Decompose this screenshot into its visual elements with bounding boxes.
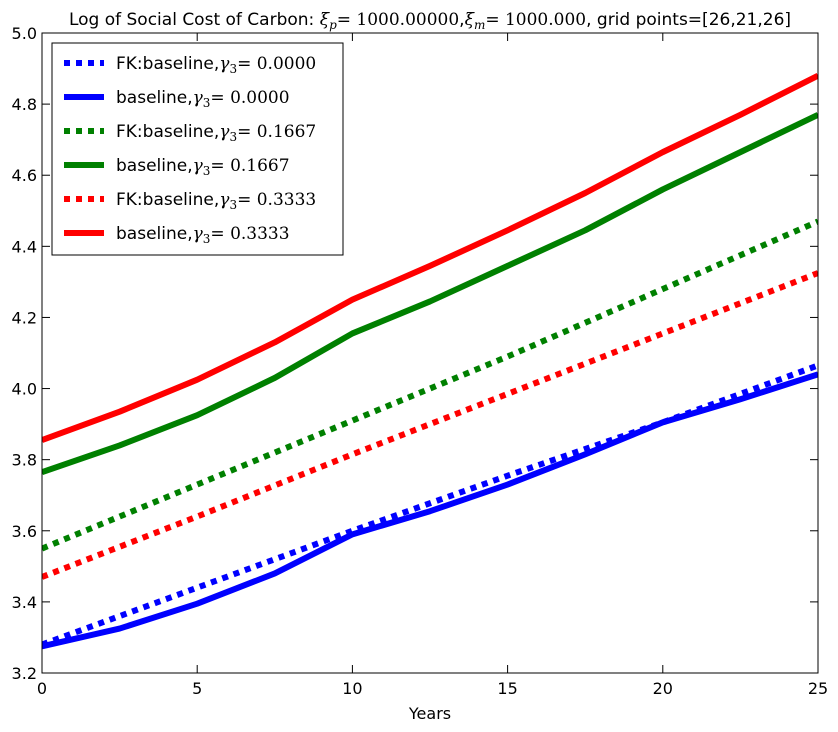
- legend-label-prefix: baseline,: [116, 88, 193, 108]
- chart-title-xi-p-sub: p: [329, 18, 337, 32]
- x-tick-label: 10: [342, 679, 362, 698]
- legend-entry-fk-g0: FK:baseline,γ3= 0.0000: [64, 54, 316, 76]
- x-tick-label: 15: [497, 679, 517, 698]
- legend-label-fk-g0: FK:baseline,γ3= 0.0000: [116, 54, 316, 76]
- chart-title-prefix: Log of Social Cost of Carbon:: [69, 10, 320, 30]
- legend-gamma-symbol: γ: [193, 156, 204, 176]
- legend-gamma-sub: 3: [203, 164, 211, 178]
- legend-label-fk-g2: FK:baseline,γ3= 0.3333: [116, 190, 316, 212]
- x-tick-label: 25: [808, 679, 828, 698]
- legend-label-base-g0: baseline,γ3= 0.0000: [116, 88, 290, 110]
- legend-label-fk-g1: FK:baseline,γ3= 0.1667: [116, 122, 316, 144]
- legend-label-prefix: FK:baseline,: [116, 190, 219, 210]
- chart-title-suffix: , grid points=[26,21,26]: [586, 10, 791, 30]
- legend-gamma-value: = 0.0000: [210, 88, 289, 108]
- legend-gamma-sub: 3: [203, 96, 211, 110]
- legend-gamma-symbol: γ: [193, 88, 204, 108]
- y-tick-label: 3.4: [12, 593, 37, 612]
- series-line-base-g2: [42, 72, 818, 443]
- chart-title-xi-m-value: = 1000.000: [485, 10, 586, 30]
- series-line-base-g0: [42, 371, 818, 650]
- legend-gamma-value: = 0.0000: [237, 54, 316, 74]
- legend-gamma-symbol: γ: [219, 122, 230, 142]
- x-tick-label: 20: [653, 679, 673, 698]
- legend-label-prefix: FK:baseline,: [116, 122, 219, 142]
- y-tick-label: 5.0: [12, 24, 37, 43]
- y-tick-label: 3.8: [12, 451, 37, 470]
- y-tick-label: 4.4: [12, 237, 37, 256]
- y-tick-label: 4.8: [12, 95, 37, 114]
- legend-gamma-value: = 0.1667: [237, 122, 316, 142]
- y-tick-label: 3.6: [12, 522, 37, 541]
- legend-entry-fk-g2: FK:baseline,γ3= 0.3333: [64, 190, 316, 212]
- legend-gamma-sub: 3: [203, 232, 211, 246]
- y-tick-label: 4.0: [12, 380, 37, 399]
- y-tick-label: 4.2: [12, 308, 37, 327]
- legend-gamma-value: = 0.1667: [210, 156, 289, 176]
- legend-label-prefix: baseline,: [116, 224, 193, 244]
- x-tick-label: 5: [192, 679, 202, 698]
- legend-gamma-sub: 3: [229, 198, 237, 212]
- series-line-fk-g1: [42, 218, 818, 552]
- chart-title-xi-m-sub: m: [474, 18, 485, 32]
- legend-label-prefix: baseline,: [116, 156, 193, 176]
- chart-title: Log of Social Cost of Carbon: ξp= 1000.0…: [69, 10, 791, 32]
- legend-label-prefix: FK:baseline,: [116, 54, 219, 74]
- legend-gamma-symbol: γ: [193, 224, 204, 244]
- legend-gamma-sub: 3: [229, 62, 237, 76]
- legend-entry-base-g0: baseline,γ3= 0.0000: [64, 88, 290, 110]
- series-layer: [42, 72, 818, 650]
- y-tick-label: 4.6: [12, 166, 37, 185]
- legend-box: [51, 42, 344, 256]
- legend-label-base-g2: baseline,γ3= 0.3333: [116, 224, 290, 246]
- chart-title-xi-m-symbol: ξ: [465, 10, 476, 30]
- legend-entry-base-g2: baseline,γ3= 0.3333: [64, 224, 290, 246]
- plot-frame: [41, 32, 819, 674]
- legend-entry-fk-g1: FK:baseline,γ3= 0.1667: [64, 122, 316, 144]
- legend-entry-base-g1: baseline,γ3= 0.1667: [64, 156, 290, 178]
- legend-gamma-symbol: γ: [219, 54, 230, 74]
- ticks-layer: 0 5 10 15 20 25 3.2 3.4 3.6 3.8 4.0 4.2 4.4 4.6 4.8 5.0: [12, 24, 829, 698]
- x-axis-label: Years: [408, 704, 451, 723]
- legend-gamma-value: = 0.3333: [237, 190, 316, 210]
- legend-gamma-sub: 3: [229, 130, 237, 144]
- y-tick-label: 3.2: [12, 664, 37, 683]
- legend-label-base-g1: baseline,γ3= 0.1667: [116, 156, 290, 178]
- chart-title-xi-p-value: = 1000.00000: [337, 10, 459, 30]
- chart-title-separator: ,: [459, 10, 464, 30]
- x-tick-label: 0: [37, 679, 47, 698]
- legend-gamma-value: = 0.3333: [210, 224, 289, 244]
- legend-gamma-symbol: γ: [219, 190, 230, 210]
- chart-title-xi-p-symbol: ξ: [320, 10, 331, 30]
- series-line-base-g1: [42, 112, 818, 475]
